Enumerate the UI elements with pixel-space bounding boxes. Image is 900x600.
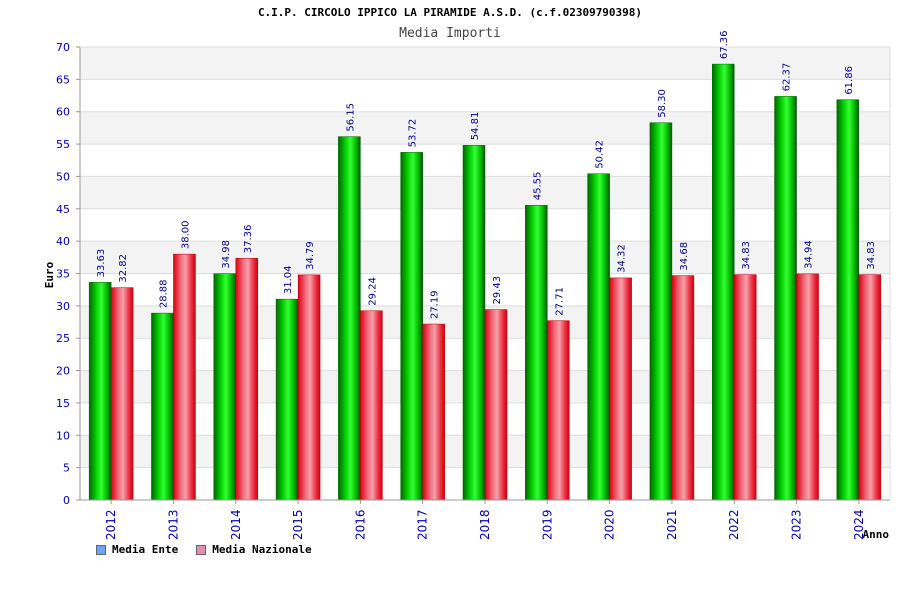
y-ticks: 0 5 10 15 20 25 30 35 40 45 50 55 60 65 70 [56, 41, 80, 507]
bar-nazionale-2021 [671, 275, 695, 501]
x-tick-label-2014: 2014 [229, 509, 243, 540]
bars [88, 63, 882, 501]
x-tick-label-2023: 2023 [790, 509, 804, 540]
data-label-ente-2024: 61.86 [844, 66, 855, 95]
bar-nazionale-2024 [858, 274, 882, 501]
x-tick-label-2022: 2022 [727, 509, 741, 540]
data-label-ente-2018: 54.81 [470, 112, 481, 141]
data-label-ente-2020: 50.42 [595, 140, 606, 169]
data-label-nazionale-2020: 34.32 [617, 244, 628, 273]
x-tick-label-2020: 2020 [603, 509, 617, 540]
data-label-nazionale-2016: 29.24 [367, 277, 378, 306]
legend-label-ente: Media Ente [112, 543, 179, 556]
data-label-ente-2022: 67.36 [719, 30, 730, 59]
data-label-nazionale-2022: 34.83 [741, 241, 752, 270]
bar-ente-2015 [275, 298, 299, 501]
bar-nazionale-2017 [422, 323, 445, 501]
bar-nazionale-2018 [484, 309, 508, 501]
data-label-nazionale-2023: 34.94 [804, 240, 815, 269]
bar-ente-2012 [88, 282, 112, 501]
y-tick-label: 10 [56, 429, 70, 442]
y-tick-label: 50 [56, 170, 70, 183]
x-axis-label: Anno [863, 528, 890, 541]
bar-ente-2014 [213, 273, 237, 501]
bar-nazionale-2019 [547, 320, 570, 501]
data-label-nazionale-2019: 27.71 [554, 287, 565, 316]
data-label-nazionale-2015: 34.79 [305, 241, 316, 270]
y-tick-label: 40 [56, 235, 70, 248]
bar-ente-2019 [525, 204, 548, 501]
y-tick-label: 35 [56, 268, 70, 281]
x-tick-label-2012: 2012 [104, 509, 118, 540]
y-tick-label: 0 [63, 494, 70, 507]
bar-nazionale-2012 [110, 287, 134, 501]
y-tick-label: 15 [56, 397, 70, 410]
bar-labels: 33.63 32.82 28.88 38.00 34.98 37.36 31.04 34.79… [96, 30, 877, 319]
bar-nazionale-2020 [609, 277, 632, 501]
legend-swatch-ente [96, 544, 106, 555]
chart-title: C.I.P. CIRCOLO IPPICO LA PIRAMIDE A.S.D.… [257, 6, 643, 19]
legend-item-ente: Media Ente [96, 543, 178, 556]
data-label-nazionale-2024: 34.83 [866, 241, 877, 270]
data-label-ente-2014: 34.98 [221, 240, 232, 269]
bar-ente-2024 [836, 99, 860, 501]
y-tick-label: 60 [56, 106, 70, 119]
bar-ente-2020 [587, 173, 610, 501]
bar-ente-2017 [400, 152, 423, 501]
legend-label-nazionale: Media Nazionale [212, 543, 312, 556]
y-tick-label: 65 [56, 73, 70, 86]
data-label-nazionale-2012: 32.82 [118, 254, 129, 283]
x-tick-label-2024: 2024 [852, 509, 866, 540]
y-tick-label: 5 [63, 462, 70, 475]
bar-nazionale-2013 [173, 253, 196, 501]
y-tick-label: 55 [56, 138, 70, 151]
y-axis-label: Euro [43, 261, 56, 288]
data-label-nazionale-2017: 27.19 [430, 290, 441, 319]
bar-ente-2018 [462, 145, 486, 501]
y-tick-label: 70 [56, 41, 70, 54]
y-tick-label: 20 [56, 365, 70, 378]
y-tick-label: 30 [56, 300, 70, 313]
data-label-ente-2019: 45.55 [532, 172, 543, 201]
legend-swatch-nazionale [196, 544, 207, 555]
x-tick-label-2021: 2021 [665, 509, 679, 540]
data-label-ente-2017: 53.72 [408, 119, 419, 148]
bar-nazionale-2015 [297, 274, 321, 501]
bar-nazionale-2023 [796, 273, 819, 501]
data-label-ente-2021: 58.30 [657, 89, 668, 118]
grid-band [80, 47, 890, 80]
x-ticks: 2012 2013 2014 2015 2016 2017 2018 2019 2020 2021… [104, 500, 866, 540]
data-label-ente-2023: 62.37 [782, 63, 793, 92]
x-tick-label-2015: 2015 [291, 509, 305, 540]
data-label-nazionale-2013: 38.00 [180, 220, 191, 249]
bar-nazionale-2022 [733, 274, 757, 501]
bar-nazionale-2014 [235, 257, 259, 501]
bar-ente-2016 [338, 136, 361, 501]
chart-subtitle: Media Importi [399, 26, 501, 41]
x-tick-label-2013: 2013 [166, 509, 180, 540]
y-tick-label: 25 [56, 332, 70, 345]
data-label-nazionale-2018: 29.43 [492, 276, 503, 305]
data-label-ente-2016: 56.15 [345, 103, 356, 132]
bar-ente-2022 [711, 63, 735, 501]
x-tick-label-2017: 2017 [416, 509, 430, 540]
data-label-ente-2013: 28.88 [158, 279, 169, 308]
data-label-ente-2012: 33.63 [96, 249, 107, 278]
bar-ente-2023 [774, 96, 797, 501]
data-label-nazionale-2014: 37.36 [243, 225, 254, 254]
legend: Media Ente Media Nazionale [96, 543, 312, 556]
bar-nazionale-2016 [360, 310, 383, 501]
grid-band [80, 111, 890, 145]
bar-ente-2021 [649, 122, 673, 501]
data-label-ente-2015: 31.04 [283, 265, 294, 294]
bar-ente-2013 [151, 312, 174, 501]
data-label-nazionale-2021: 34.68 [679, 242, 690, 271]
legend-item-nazionale: Media Nazionale [196, 543, 312, 556]
x-tick-label-2019: 2019 [540, 509, 554, 540]
x-tick-label-2018: 2018 [478, 509, 492, 540]
x-tick-label-2016: 2016 [353, 509, 367, 540]
y-tick-label: 45 [56, 203, 70, 216]
